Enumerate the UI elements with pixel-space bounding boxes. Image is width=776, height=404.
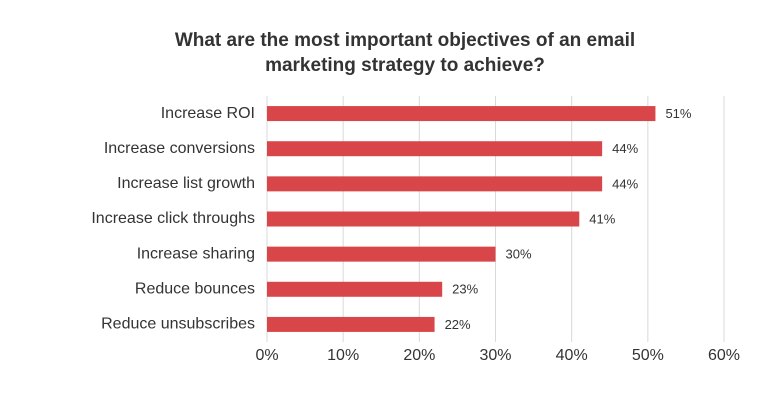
- y-tick-label: Increase conversions: [104, 140, 255, 157]
- bar: [267, 211, 580, 227]
- y-tick-label: Increase sharing: [137, 245, 255, 262]
- bar: [267, 176, 603, 192]
- value-label: 22%: [445, 317, 471, 332]
- bar: [267, 141, 603, 157]
- y-tick-label: Increase click throughs: [91, 210, 255, 227]
- value-label: 30%: [506, 247, 532, 262]
- value-label: 41%: [589, 211, 615, 226]
- x-tick-label: 20%: [403, 347, 435, 364]
- bar: [267, 246, 496, 262]
- y-tick-label: Increase list growth: [117, 175, 255, 192]
- y-tick-label: Reduce unsubscribes: [101, 316, 255, 333]
- value-label: 51%: [665, 106, 691, 121]
- x-tick-label: 0%: [255, 347, 278, 364]
- bar: [267, 106, 656, 122]
- chart-title: What are the most important objectives o…: [175, 30, 635, 51]
- bar: [267, 281, 443, 297]
- x-tick-label: 10%: [327, 347, 359, 364]
- x-tick-label: 40%: [556, 347, 588, 364]
- chart-title: marketing strategy to achieve?: [265, 55, 545, 76]
- value-label: 23%: [452, 282, 478, 297]
- y-tick-label: Increase ROI: [161, 105, 255, 122]
- value-label: 44%: [612, 141, 638, 156]
- bar: [267, 316, 435, 332]
- value-label: 44%: [612, 176, 638, 191]
- x-tick-label: 50%: [632, 347, 664, 364]
- x-tick-label: 30%: [479, 347, 511, 364]
- x-tick-label: 60%: [708, 347, 740, 364]
- y-tick-label: Reduce bounces: [135, 281, 255, 298]
